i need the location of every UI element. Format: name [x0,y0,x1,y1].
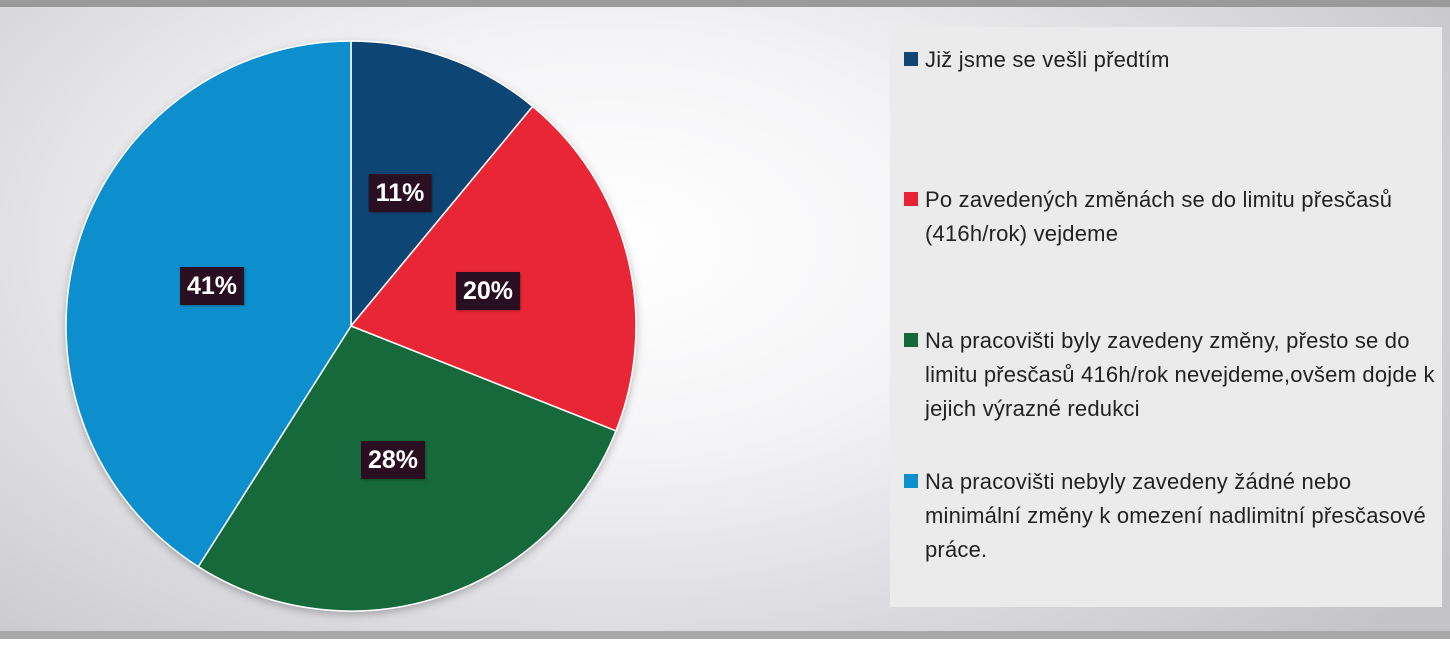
legend-item-0: Již jsme se vešli předtím [904,43,1436,77]
legend-label-0: Již jsme se vešli předtím [925,47,1170,72]
legend-swatch-2 [904,333,918,347]
legend-label-2: Na pracovišti byly zavedeny změny, přest… [925,328,1435,421]
pie-slice-0 [350,40,534,329]
legend-item-3: Na pracovišti nebyly zavedeny žádné nebo… [904,465,1436,567]
slice-label-2: 28% [360,441,426,479]
legend-swatch-0 [904,52,918,66]
legend: Již jsme se vešli předtím Po zavedených … [890,27,1442,607]
legend-swatch-1 [904,192,918,206]
legend-item-1: Po zavedených změnách se do limitu přesč… [904,183,1436,251]
slice-label-1: 20% [455,272,521,310]
legend-swatch-3 [904,474,918,488]
legend-label-3: Na pracovišti nebyly zavedeny žádné nebo… [925,469,1426,562]
pie-chart [65,40,637,612]
slice-label-3: 41% [179,267,245,305]
pie-slice-1 [349,105,637,432]
slice-label-0: 11% [368,174,432,212]
legend-label-1: Po zavedených změnách se do limitu přesč… [925,187,1393,246]
legend-item-2: Na pracovišti byly zavedeny změny, přest… [904,324,1436,426]
